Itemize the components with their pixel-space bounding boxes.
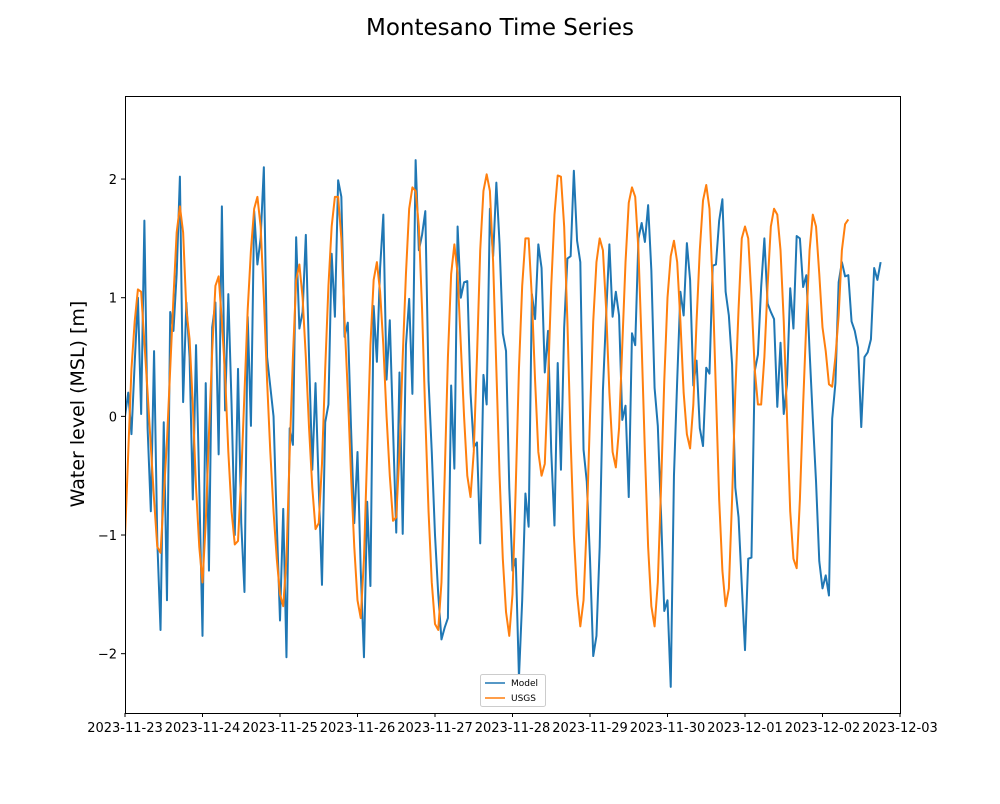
x-tick-label: 2023-11-30 [630, 721, 706, 736]
y-tick-label: −1 [98, 529, 117, 544]
x-tick-label: 2023-11-29 [552, 721, 628, 736]
legend: Model USGS [480, 674, 546, 707]
x-tick-label: 2023-11-28 [475, 721, 551, 736]
legend-label-usgs: USGS [511, 694, 536, 704]
y-axis: −2 −1 0 1 2 [98, 173, 125, 663]
x-tick-label: 2023-12-02 [785, 721, 861, 736]
x-tick-label: 2023-11-25 [242, 721, 318, 736]
y-tick-label: 1 [109, 292, 117, 307]
x-tick-label: 2023-11-24 [165, 721, 241, 736]
x-tick-label: 2023-11-26 [320, 721, 396, 736]
chart-title: Montesano Time Series [366, 15, 634, 41]
y-tick-label: −2 [98, 648, 117, 663]
x-tick-label: 2023-12-03 [862, 721, 938, 736]
x-tick-label: 2023-12-01 [707, 721, 783, 736]
series-line-usgs [125, 173, 850, 637]
x-tick-label: 2023-11-23 [87, 721, 163, 736]
y-tick-label: 2 [109, 173, 117, 188]
y-axis-label: Water level (MSL) [m] [67, 301, 89, 508]
x-axis: 2023-11-23 2023-11-24 2023-11-25 2023-11-26… [87, 713, 938, 736]
series-layer [125, 159, 882, 688]
y-tick-label: 0 [109, 410, 117, 425]
x-tick-label: 2023-11-27 [397, 721, 473, 736]
legend-label-model: Model [511, 679, 538, 689]
